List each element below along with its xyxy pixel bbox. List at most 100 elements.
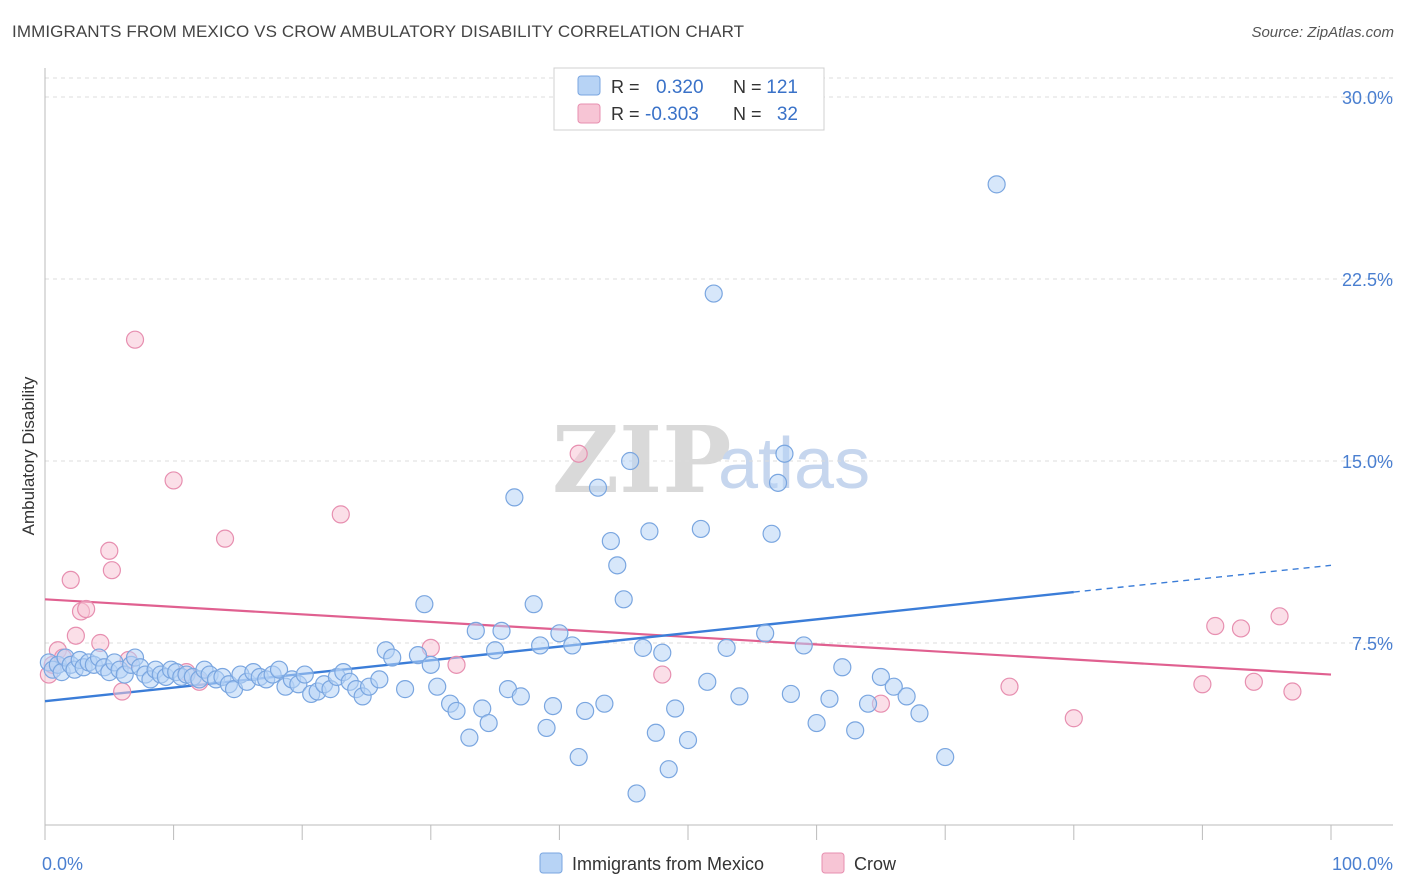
point-mexico [768,473,788,492]
series-legend: Immigrants from Mexico Crow [539,852,897,874]
watermark-atlas: atlas [718,424,870,504]
point-mexico [756,624,775,643]
legend-r-value-mexico: 0.320 [656,77,704,98]
axes [44,68,1393,840]
point-mexico [614,590,633,609]
chart-title: IMMIGRANTS FROM MEXICO VS CROW AMBULATOR… [12,22,745,41]
point-crow [1064,709,1083,728]
point-crow [653,665,672,684]
point-mexico [415,595,434,614]
point-mexico [704,284,723,303]
point-mexico [524,595,543,614]
trend-line-mexico-extension [1073,564,1332,593]
point-mexico [383,648,402,667]
point-mexico [447,701,466,721]
point-crow [61,570,80,590]
series-legend-label-crow: Crow [854,854,897,874]
point-crow [569,444,588,463]
legend-r-label-crow: R = [611,104,640,124]
trend-line-crow [44,598,1332,676]
legend-n-value-mexico: 121 [766,77,798,98]
point-crow [100,541,119,560]
legend-r-label-mexico: R = [611,77,640,97]
point-crow [331,505,350,524]
series-legend-swatch-mexico [539,852,563,874]
point-mexico [588,478,608,497]
point-mexico [762,524,781,543]
point-mexico [807,713,826,733]
point-mexico [492,621,511,640]
point-mexico [884,677,903,696]
point-mexico [987,175,1006,194]
y-tick-label: 22.5% [1342,270,1393,290]
point-crow [77,599,96,619]
point-crow [1000,677,1019,696]
x-tick-label: 100.0% [1332,854,1393,874]
legend-n-label-crow: N = [733,104,762,124]
tick-labels: 7.5% 15.0% 22.5% 30.0% 0.0% 100.0% [42,88,1393,874]
point-mexico [576,701,595,721]
point-mexico [479,713,498,733]
point-mexico [794,636,813,655]
point-mexico [646,723,665,742]
point-mexico [640,522,659,541]
point-mexico [633,638,653,657]
point-mexico [833,658,852,677]
point-crow [215,529,235,548]
point-mexico [730,687,749,706]
point-mexico [698,672,717,691]
point-mexico [505,488,524,507]
x-tick-label: 0.0% [42,854,83,874]
point-mexico [531,636,550,655]
point-mexico [717,638,736,657]
point-crow [1244,672,1263,691]
y-tick-label: 7.5% [1352,634,1393,654]
point-mexico [595,694,614,713]
point-mexico [408,646,428,665]
stats-legend: R = 0.320 N = 121 R = -0.303 N = 32 [553,67,825,131]
point-crow [1270,607,1289,626]
point-crow [1206,616,1225,636]
point-mexico [421,655,440,674]
point-mexico [395,680,415,699]
series-legend-swatch-crow [821,852,845,874]
point-mexico [370,670,389,689]
data-points [39,175,1302,803]
point-mexico [910,704,929,723]
point-mexico [871,667,891,687]
y-tick-label: 15.0% [1342,452,1393,472]
point-mexico [627,784,646,803]
point-mexico [897,687,916,706]
point-mexico [550,624,569,643]
y-tick-label: 30.0% [1342,88,1393,108]
series-legend-label-mexico: Immigrants from Mexico [572,854,764,874]
point-mexico [781,684,800,704]
point-mexico [846,721,865,740]
point-mexico [936,747,955,767]
chart-source: Source: ZipAtlas.com [1251,24,1394,41]
point-crow [1193,675,1212,694]
point-mexico [601,531,620,551]
point-crow [1283,682,1302,701]
y-axis-label: Ambulatory Disability [19,376,38,535]
point-crow [113,682,132,701]
legend-r-value-crow: -0.303 [645,104,699,125]
point-mexico [775,444,794,463]
point-mexico [659,760,678,779]
point-mexico [691,519,710,539]
point-mexico [537,718,556,738]
point-crow [164,471,183,490]
point-mexico [295,665,314,684]
point-crow [102,561,121,580]
legend-swatch-mexico [577,75,601,96]
point-mexico [820,689,839,708]
legend-n-label-mexico: N = [733,77,762,97]
point-crow [66,626,85,645]
legend-n-value-crow: 32 [777,104,798,125]
point-mexico [428,677,447,696]
point-mexico [653,643,672,662]
point-crow [447,655,466,674]
point-mexico [543,696,563,716]
point-mexico [666,699,685,718]
